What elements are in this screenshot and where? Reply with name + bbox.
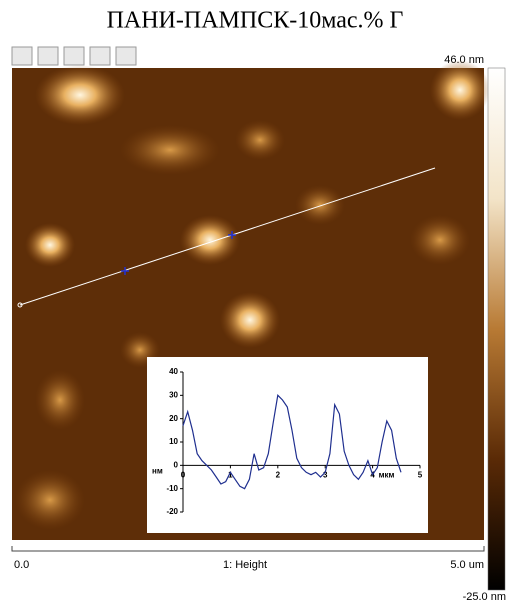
channel-label: 1: Height [223,559,267,571]
tool-button[interactable] [115,46,137,66]
y-tick-label: 10 [169,437,178,446]
x-tick-label: 3 [323,470,328,479]
y-tick-label: 0 [174,460,179,469]
y-tick-label: -10 [166,484,178,493]
tool-button[interactable] [11,46,33,66]
x-end: 5.0 um [450,559,484,571]
y-tick-label: 40 [169,367,178,376]
x-axis [11,546,485,552]
title: ПАНИ-ПАМПСК-10мас.% Г [107,8,404,34]
tool-button[interactable] [89,46,111,66]
x-tick-label: 2 [276,470,281,479]
x-start: 0.0 [14,559,29,571]
x-tick-label: 0 [181,470,186,479]
inset-panel [147,357,428,533]
profile-line [182,394,402,490]
x-axis-label: мкм [379,470,395,479]
tool-button[interactable] [63,46,85,66]
tool-button[interactable] [37,46,59,66]
x-tick-label: 5 [418,470,423,479]
y-axis-label: нм [152,466,163,475]
y-tick-label: -20 [166,507,178,516]
scale-min: -25.0 nm [463,591,506,603]
y-tick-label: 20 [169,414,178,423]
x-tick-label: 1 [228,470,233,479]
y-tick-label: 30 [169,390,178,399]
toolbar [11,46,137,66]
color-bar [487,67,506,591]
